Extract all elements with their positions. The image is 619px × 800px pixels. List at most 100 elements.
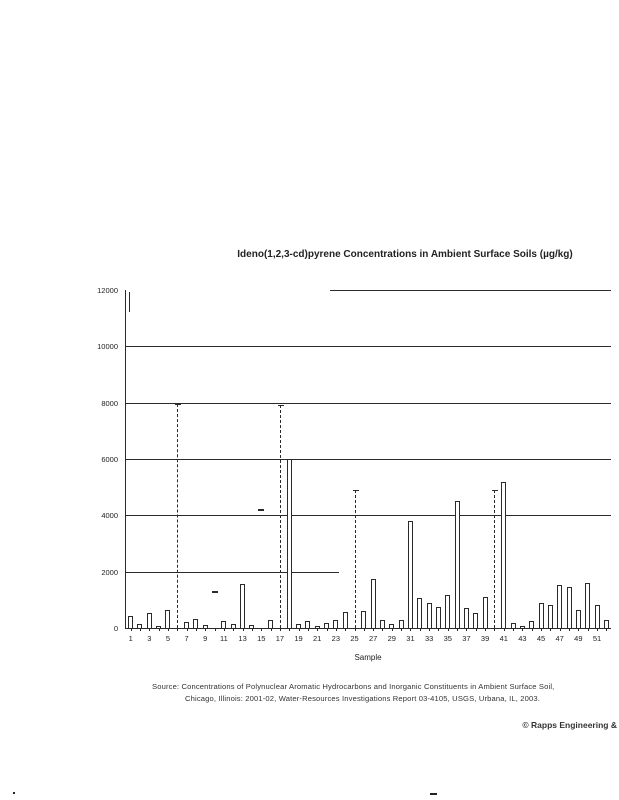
x-tick — [457, 628, 459, 631]
y-tick-label-6000: 6000 — [101, 455, 118, 464]
x-tick-label-3: 3 — [147, 634, 152, 643]
x-tick-label-19: 19 — [294, 634, 303, 643]
bar-sample-48 — [566, 587, 572, 628]
x-tick — [447, 628, 449, 631]
x-tick — [522, 628, 524, 631]
x-tick — [326, 628, 328, 631]
gridline-12000 — [329, 290, 611, 291]
bar-sample-23 — [333, 620, 339, 628]
x-tick — [167, 628, 169, 631]
bar-sample-51 — [594, 605, 600, 628]
bar-sample-43 — [519, 626, 525, 628]
y-tick-label-4000: 4000 — [101, 511, 118, 521]
x-tick — [279, 628, 281, 631]
x-tick — [466, 628, 468, 631]
x-tick-label-17: 17 — [275, 634, 285, 643]
x-tick — [205, 628, 207, 631]
x-tick-label-43: 43 — [518, 634, 527, 643]
x-tick — [550, 628, 552, 631]
x-tick-label-11: 11 — [220, 634, 228, 643]
x-tick — [354, 628, 356, 631]
copyright-notice: © Rapps Engineering & — [522, 720, 617, 730]
x-tick-label-33: 33 — [424, 634, 434, 643]
x-tick-label-49: 49 — [574, 634, 583, 643]
x-tick — [578, 628, 580, 631]
x-tick — [485, 628, 487, 631]
bar-sample-45 — [538, 603, 544, 628]
bar-sample-44 — [529, 620, 535, 628]
bar-sample-13 — [240, 584, 246, 628]
x-tick — [214, 628, 216, 631]
x-tick — [251, 628, 253, 631]
x-tick — [382, 628, 384, 631]
bar-sample-15 — [258, 508, 265, 511]
bar-sample-42 — [510, 622, 516, 628]
bar-sample-20 — [305, 620, 311, 628]
x-tick-label-45: 45 — [536, 634, 546, 643]
scan-speck-dot — [13, 792, 15, 794]
x-tick — [597, 628, 598, 631]
bar-sample-46 — [547, 605, 553, 628]
x-tick-label-13: 13 — [238, 634, 247, 643]
x-tick-label-47: 47 — [555, 634, 564, 643]
bar-sample-38 — [473, 613, 479, 628]
bar-sample-32 — [417, 598, 423, 628]
x-tick — [531, 628, 533, 631]
bar-sample-39 — [482, 597, 488, 628]
bar-sample-18 — [286, 459, 292, 628]
chart-title: Ideno(1,2,3-cd)pyrene Concentrations in … — [237, 249, 573, 260]
bar-sample-1 — [128, 616, 134, 628]
x-tick — [373, 628, 375, 631]
gridline-8000 — [126, 402, 611, 404]
x-tick-label-7: 7 — [184, 634, 189, 643]
x-tick — [513, 628, 515, 631]
x-tick — [261, 628, 263, 631]
x-tick-label-25: 25 — [350, 634, 359, 643]
x-tick-label-39: 39 — [480, 634, 490, 643]
y-tick-label-10000: 10000 — [97, 342, 118, 352]
source-note-line2: Chicago, Illinois: 2001-02, Water-Resour… — [185, 694, 541, 703]
bar-sample-52 — [603, 620, 609, 628]
x-tick — [391, 628, 393, 631]
x-tick — [494, 628, 496, 631]
bar-sample-12 — [230, 623, 236, 628]
x-tick — [559, 628, 561, 631]
x-tick-label-23: 23 — [331, 634, 341, 643]
scan-artifact-line — [129, 292, 130, 312]
source-note-line1: Source: Concentrations of Polynuclear Ar… — [152, 682, 555, 691]
bar-sample-47 — [557, 585, 563, 628]
x-tick-label-27: 27 — [368, 634, 378, 643]
x-tick — [335, 628, 337, 631]
x-tick — [317, 628, 319, 631]
x-tick-label-51: 51 — [592, 634, 602, 643]
bar-sample-7 — [184, 621, 190, 628]
bar-sample-27 — [370, 579, 376, 628]
x-tick — [345, 628, 347, 631]
bar-sample-19 — [296, 624, 302, 628]
y-tick-label-0: 0 — [113, 624, 118, 633]
bar-sample-41 — [501, 481, 507, 628]
x-tick — [401, 628, 403, 631]
bar-sample-26 — [361, 611, 367, 628]
y-tick-label-12000: 12000 — [97, 286, 118, 295]
x-tick-label-21: 21 — [313, 634, 322, 643]
bar-sample-17 — [277, 405, 284, 628]
bar-sample-34 — [435, 607, 441, 628]
bar-sample-14 — [249, 625, 255, 628]
bar-sample-28 — [379, 619, 385, 628]
x-tick — [233, 628, 235, 631]
bar-sample-22 — [324, 622, 330, 628]
bar-sample-36 — [454, 500, 460, 628]
x-tick — [429, 628, 431, 631]
x-tick-label-29: 29 — [387, 634, 396, 643]
x-tick — [410, 628, 412, 631]
x-tick — [195, 628, 197, 631]
x-tick — [270, 628, 272, 631]
plot-area: 1 3 5 7 9 11 13 15 17 19 21 23 25 27 29 31 33 35 37 39 41 43 4… — [125, 290, 611, 643]
bar-sample-9 — [202, 625, 208, 628]
x-tick-label-37: 37 — [462, 634, 471, 643]
bar-sample-35 — [445, 595, 451, 628]
bar-sample-21 — [314, 626, 320, 628]
bar-sample-25 — [352, 489, 359, 628]
x-tick — [419, 628, 421, 631]
